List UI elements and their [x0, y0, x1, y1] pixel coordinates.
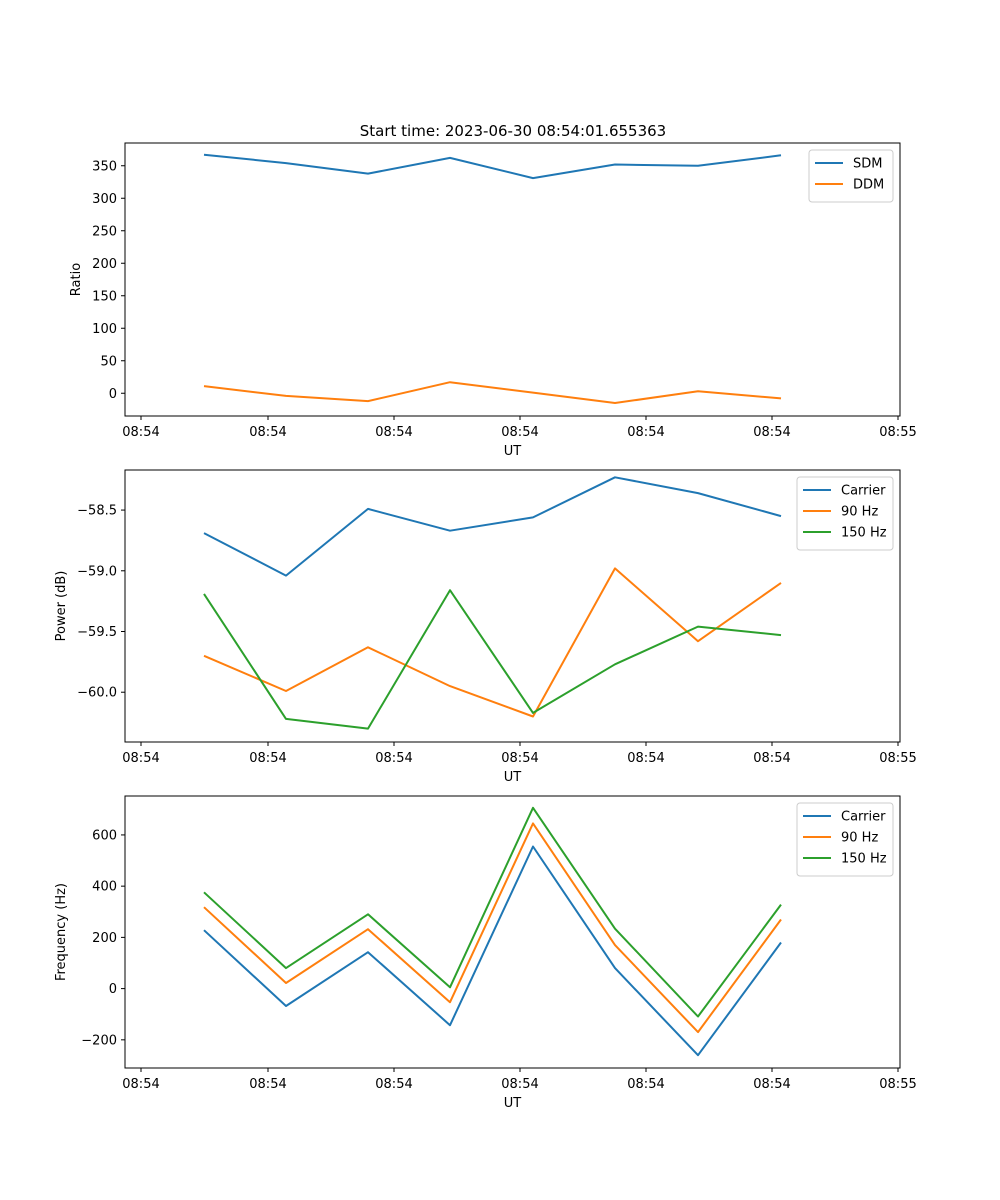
- y-axis: −200 0 200 400 600: [81, 828, 125, 1048]
- x-tick-label: 08:55: [879, 1077, 916, 1092]
- legend-label: Carrier: [841, 484, 886, 499]
- y-axis-label: Ratio: [69, 263, 84, 296]
- x-tick-label: 08:54: [627, 425, 664, 440]
- y-tick-label: 0: [109, 387, 117, 402]
- chart-panel-1: 08:54 08:54 08:54 08:54 08:54 08:54 08:55 UT 0 50…: [69, 142, 917, 459]
- legend-label: SDM: [853, 157, 882, 172]
- x-axis: 08:54 08:54 08:54 08:54 08:54 08:54 08:55: [122, 742, 917, 766]
- x-tick-label: 08:55: [879, 425, 916, 440]
- legend-label: Carrier: [841, 810, 886, 825]
- x-tick-label: 08:54: [122, 1077, 159, 1092]
- y-tick-label: −200: [81, 1033, 117, 1048]
- x-tick-label: 08:54: [501, 1077, 538, 1092]
- series-line-sdm: [203, 153, 782, 180]
- legend-label: 90 Hz: [841, 831, 878, 846]
- y-tick-label: 50: [100, 354, 117, 369]
- y-tick-label: −59.0: [77, 564, 117, 579]
- legend-label: DDM: [853, 178, 884, 193]
- y-tick-label: 300: [92, 192, 117, 207]
- legend-label: 90 Hz: [841, 505, 878, 520]
- x-tick-label: 08:54: [753, 751, 790, 766]
- series-line-ddm: [203, 381, 782, 404]
- x-axis-label: UT: [504, 444, 522, 459]
- chart-panel-2: 08:54 08:54 08:54 08:54 08:54 08:54 08:55 UT −60…: [54, 469, 917, 785]
- y-axis: 0 50 100 150 200 250 300 350: [92, 159, 125, 402]
- y-tick-label: −59.5: [77, 625, 117, 640]
- y-tick-label: 100: [92, 322, 117, 337]
- series-line-150-hz: [203, 589, 782, 730]
- series-line-90-hz: [203, 567, 782, 718]
- x-tick-label: 08:54: [627, 1077, 664, 1092]
- y-tick-label: 200: [92, 931, 117, 946]
- series-line-150-hz: [203, 806, 782, 1018]
- series-line-carrier: [203, 845, 782, 1057]
- legend: SDM DDM: [808, 149, 894, 203]
- x-tick-label: 08:54: [249, 425, 286, 440]
- x-tick-label: 08:54: [753, 1077, 790, 1092]
- x-tick-label: 08:54: [375, 751, 412, 766]
- x-tick-label: 08:54: [627, 751, 664, 766]
- x-tick-label: 08:54: [249, 1077, 286, 1092]
- x-tick-label: 08:54: [501, 751, 538, 766]
- y-axis-label: Power (dB): [54, 571, 69, 642]
- x-axis: 08:54 08:54 08:54 08:54 08:54 08:54 08:55: [122, 1068, 917, 1092]
- x-tick-label: 08:54: [501, 425, 538, 440]
- x-axis: 08:54 08:54 08:54 08:54 08:54 08:54 08:55: [122, 416, 917, 440]
- series-line-90-hz: [203, 822, 782, 1034]
- chart-panel-3: 08:54 08:54 08:54 08:54 08:54 08:54 08:55 UT −20…: [54, 795, 917, 1111]
- legend-label: 150 Hz: [841, 526, 887, 541]
- y-tick-label: 400: [92, 880, 117, 895]
- x-tick-label: 08:54: [122, 751, 159, 766]
- legend-label: 150 Hz: [841, 852, 887, 867]
- legend: Carrier 90 Hz 150 Hz: [796, 802, 894, 877]
- plot-frame: [124, 142, 901, 417]
- x-tick-label: 08:54: [375, 425, 412, 440]
- x-tick-label: 08:54: [753, 425, 790, 440]
- x-tick-label: 08:54: [122, 425, 159, 440]
- y-tick-label: 350: [92, 159, 117, 174]
- y-tick-label: 600: [92, 828, 117, 843]
- x-tick-label: 08:54: [249, 751, 286, 766]
- x-axis-label: UT: [504, 770, 522, 785]
- y-tick-label: −60.0: [77, 686, 117, 701]
- y-tick-label: 200: [92, 257, 117, 272]
- figure-title: Start time: 2023-06-30 08:54:01.655363: [360, 122, 666, 140]
- y-tick-label: 250: [92, 224, 117, 239]
- y-tick-label: −58.5: [77, 504, 117, 519]
- y-axis-label: Frequency (Hz): [54, 883, 69, 981]
- plot-frame: [124, 469, 901, 743]
- legend: Carrier 90 Hz 150 Hz: [796, 476, 894, 551]
- x-tick-label: 08:55: [879, 751, 916, 766]
- y-tick-label: 0: [109, 982, 117, 997]
- x-axis-label: UT: [504, 1096, 522, 1111]
- x-tick-label: 08:54: [375, 1077, 412, 1092]
- series-line-carrier: [203, 476, 782, 577]
- y-tick-label: 150: [92, 289, 117, 304]
- y-axis: −60.0 −59.5 −59.0 −58.5: [77, 504, 125, 701]
- plot-frame: [124, 795, 901, 1069]
